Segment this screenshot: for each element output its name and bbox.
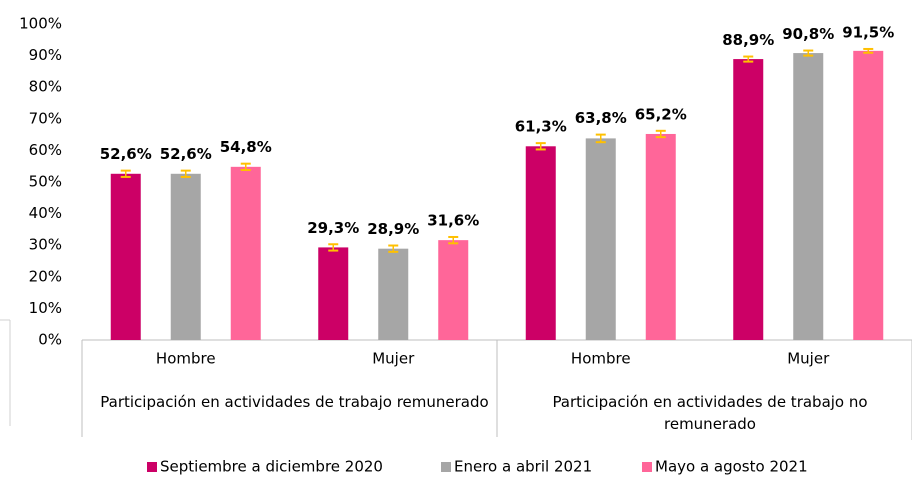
x-tick-label: Mujer	[372, 350, 415, 368]
y-tick-label: 100%	[19, 15, 62, 33]
bar	[793, 53, 824, 341]
y-tick-label: 60%	[29, 141, 62, 159]
legend-label: Enero a abril 2021	[454, 458, 592, 476]
value-label: 61,3%	[515, 118, 567, 136]
bar	[378, 248, 409, 340]
legend-label: Mayo a agosto 2021	[655, 458, 808, 476]
y-tick-label: 90%	[29, 46, 62, 64]
value-label: 28,9%	[367, 220, 419, 238]
bar	[853, 50, 884, 341]
value-label: 91,5%	[842, 23, 894, 41]
value-label: 88,9%	[722, 31, 774, 49]
bar	[438, 240, 469, 340]
y-tick-label: 50%	[29, 173, 62, 191]
y-tick-label: 20%	[29, 267, 62, 285]
y-tick-label: 40%	[29, 204, 62, 222]
y-tick-label: 10%	[29, 299, 62, 317]
legend-swatch	[642, 462, 652, 472]
value-label: 63,8%	[575, 109, 627, 127]
y-tick-label: 70%	[29, 109, 62, 127]
x-tick-label: Mujer	[787, 350, 830, 368]
value-label: 90,8%	[782, 25, 834, 43]
legend-swatch	[441, 462, 451, 472]
group-label: Participación en actividades de trabajo …	[100, 393, 489, 411]
legend-label: Septiembre a diciembre 2020	[160, 458, 383, 476]
y-tick-label: 30%	[29, 236, 62, 254]
bar	[110, 173, 141, 340]
x-tick-label: Hombre	[571, 350, 631, 368]
value-label: 54,8%	[220, 138, 272, 156]
value-label: 65,2%	[635, 105, 687, 123]
bar	[525, 146, 556, 340]
bar	[585, 138, 616, 340]
value-label: 52,6%	[100, 145, 152, 163]
bar	[318, 247, 349, 340]
y-tick-label: 0%	[38, 331, 62, 349]
y-tick-label: 80%	[29, 78, 62, 96]
value-label: 52,6%	[160, 145, 212, 163]
bar	[230, 166, 261, 340]
value-label: 29,3%	[307, 219, 359, 237]
bar	[733, 59, 764, 341]
value-label: 31,6%	[427, 211, 479, 229]
group-label: Participación en actividades de trabajo …	[552, 393, 868, 433]
legend-swatch	[147, 462, 157, 472]
bar	[170, 173, 201, 340]
bar	[645, 133, 676, 340]
x-tick-label: Hombre	[156, 350, 216, 368]
